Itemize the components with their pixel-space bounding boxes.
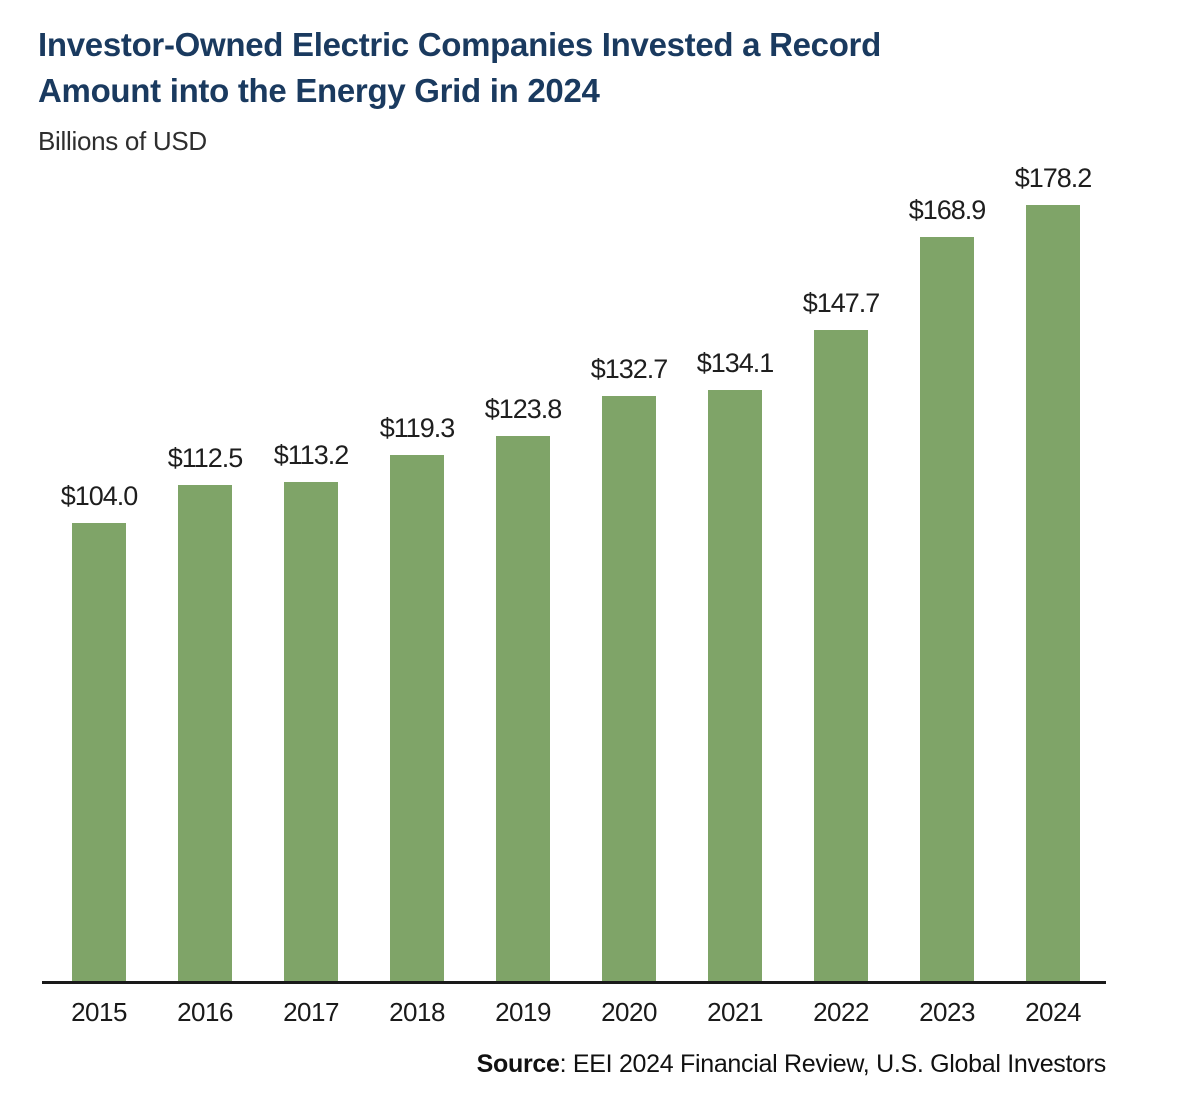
chart-title-line-2: Amount into the Energy Grid in 2024	[38, 72, 600, 109]
x-axis-tick-labels: 2015 2016 2017 2018 2019 2020 2021 2022 2023 2024	[0, 997, 1186, 1028]
x-tick-label: 2021	[707, 997, 763, 1027]
chart-title: Investor-Owned Electric Companies Invest…	[0, 22, 1000, 114]
x-tick-label: 2019	[495, 997, 551, 1027]
bar-column-2018: $119.3	[364, 163, 470, 981]
source-text: : EEI 2024 Financial Review, U.S. Global…	[559, 1050, 1107, 1078]
x-tick-label: 2024	[1025, 997, 1081, 1027]
bar-column-2022: $147.7	[788, 163, 894, 981]
bar-value-label: $123.8	[484, 394, 563, 424]
bars-container: $104.0 $112.5 $113.2 $119.3 $123.8 $132.7 $134…	[46, 163, 1106, 981]
bar	[920, 237, 974, 981]
bar	[1026, 205, 1080, 981]
bar-value-label: $147.7	[802, 288, 881, 318]
x-tick-label: 2017	[283, 997, 339, 1027]
x-axis-line	[42, 981, 1106, 984]
source-note: Source: EEI 2024 Financial Review, U.S. …	[0, 1050, 1186, 1079]
bar-value-label: $113.2	[273, 440, 350, 470]
bar-value-label: $178.2	[1014, 163, 1093, 193]
bar-value-label: $168.9	[908, 195, 987, 225]
bar-column-2023: $168.9	[894, 163, 1000, 981]
bar	[72, 523, 126, 981]
bar-column-2021: $134.1	[682, 163, 788, 981]
bar	[814, 330, 868, 981]
bar	[708, 390, 762, 981]
bar-column-2015: $104.0	[46, 163, 152, 981]
x-tick-label: 2020	[601, 997, 657, 1027]
x-tick-label: 2022	[813, 997, 869, 1027]
bar	[390, 455, 444, 981]
bar	[178, 485, 232, 981]
bar-value-label: $132.7	[590, 354, 669, 384]
x-tick-label: 2015	[71, 997, 127, 1027]
bar	[284, 482, 338, 981]
chart-subtitle-y-units: Billions of USD	[38, 126, 207, 156]
bar-column-2017: $113.2	[258, 163, 364, 981]
x-tick-label: 2018	[389, 997, 445, 1027]
x-tick-label: 2016	[177, 997, 233, 1027]
bar-column-2020: $132.7	[576, 163, 682, 981]
bar-value-label: $119.3	[379, 413, 456, 443]
bar-column-2019: $123.8	[470, 163, 576, 981]
bar	[496, 436, 550, 981]
bar-value-label: $112.5	[167, 443, 244, 473]
bar-column-2016: $112.5	[152, 163, 258, 981]
source-label: Source	[476, 1050, 560, 1078]
bar	[602, 396, 656, 981]
bar-value-label: $134.1	[696, 348, 775, 378]
plot-area: $104.0 $112.5 $113.2 $119.3 $123.8 $132.7 $134…	[0, 163, 1186, 981]
bar-value-label: $104.0	[60, 481, 139, 511]
x-tick-label: 2023	[919, 997, 975, 1027]
chart-title-line-1: Investor-Owned Electric Companies Invest…	[38, 26, 881, 63]
bar-column-2024: $178.2	[1000, 163, 1106, 981]
